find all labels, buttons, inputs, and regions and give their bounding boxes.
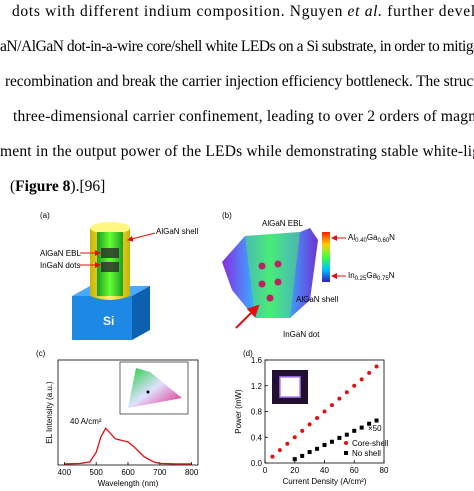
point xyxy=(322,409,327,414)
point xyxy=(270,454,275,459)
paragraph: dots with different indium composition. … xyxy=(0,3,474,195)
point xyxy=(307,422,312,427)
composition-part: 0.25 xyxy=(355,276,367,282)
point xyxy=(374,364,379,369)
x-tick-label: 80 xyxy=(380,466,389,475)
text-line: three-dimensional carrier confinement, l… xyxy=(13,108,474,125)
x-tick-label: 40 xyxy=(320,466,329,475)
line-series xyxy=(64,427,192,465)
x-axis-label: Wavelength (nm) xyxy=(98,479,159,488)
composition-part: 0.40 xyxy=(355,238,367,244)
label: InGaN dots xyxy=(40,261,80,270)
point xyxy=(292,457,297,462)
cie-inset xyxy=(119,361,189,415)
point xyxy=(344,390,349,395)
label: AlGaN EBL xyxy=(40,249,81,258)
text-span: Figure 8 xyxy=(15,178,70,195)
text-span: et al. xyxy=(348,3,382,20)
composition-label: Al0.40Ga0.60N xyxy=(348,233,395,244)
x-axis-label: Current Density (A/cm²) xyxy=(282,477,366,486)
label: AlGaN shell xyxy=(156,227,198,236)
legend-label: Core-shell xyxy=(352,439,389,448)
point xyxy=(367,370,372,375)
annotation: ×50 xyxy=(368,424,382,433)
point xyxy=(367,421,372,426)
y-tick-label: 0.8 xyxy=(251,408,263,417)
y-tick-label: 1.2 xyxy=(251,382,263,391)
label: (c) xyxy=(36,349,46,358)
composition-label: In0.25Ga0.75N xyxy=(348,271,395,282)
x-tick-label: 500 xyxy=(90,468,104,477)
composition-part: Al xyxy=(348,233,355,242)
label: (a) xyxy=(40,211,50,220)
y-axis-label: EL Intensity (a.u.) xyxy=(45,381,54,444)
point xyxy=(359,425,364,430)
point xyxy=(285,441,290,446)
point xyxy=(329,439,334,444)
label: AlGaN EBL xyxy=(262,219,303,228)
point xyxy=(344,432,349,437)
point xyxy=(277,448,282,453)
composition-part: Ga xyxy=(367,233,378,242)
point xyxy=(337,435,342,440)
composition-part: Ga xyxy=(366,271,377,280)
point xyxy=(359,377,364,382)
text-line: ment in the output power of the LEDs whi… xyxy=(0,143,474,160)
y-tick-label: 0.0 xyxy=(251,459,263,468)
legend-marker xyxy=(344,451,348,455)
nanowire-diagram xyxy=(72,222,156,340)
point xyxy=(300,428,305,433)
point xyxy=(374,418,379,423)
text-line: dots with different indium composition. … xyxy=(12,3,474,20)
label: (b) xyxy=(222,211,232,220)
text-span: three-dimensional carrier confinement, l… xyxy=(13,108,474,125)
point xyxy=(307,450,312,455)
legend-label: No shell xyxy=(352,449,381,458)
text-line: aN/AlGaN dot-in-a-wire core/shell white … xyxy=(0,38,474,55)
text-line: recombination and break the carrier inje… xyxy=(5,73,474,90)
point xyxy=(315,446,320,451)
label: (d) xyxy=(243,349,253,358)
y-tick-label: 1.6 xyxy=(251,356,263,365)
x-tick-label: 400 xyxy=(58,468,72,477)
label: InGaN dot xyxy=(283,330,320,339)
y-axis-label: Power (mW) xyxy=(234,389,243,434)
text-span: ).[96] xyxy=(70,178,105,195)
x-tick-label: 700 xyxy=(153,468,167,477)
x-tick-label: 800 xyxy=(185,468,199,477)
x-tick-label: 600 xyxy=(121,468,135,477)
point xyxy=(329,403,334,408)
x-tick-label: 0 xyxy=(263,466,268,475)
y-tick-label: 0.4 xyxy=(251,433,263,442)
x-tick-label: 60 xyxy=(350,466,359,475)
text-span: recombination and break the carrier inje… xyxy=(5,73,474,90)
composition-part: In xyxy=(348,271,355,280)
point xyxy=(337,396,342,401)
led-photo-inset xyxy=(272,370,308,404)
x-tick-label: 20 xyxy=(290,466,299,475)
text-line: (Figure 8).[96] xyxy=(10,178,105,195)
composition-part: N xyxy=(389,271,395,280)
composition-part: 0.75 xyxy=(377,276,389,282)
band-diagram xyxy=(222,228,346,329)
composition-part: N xyxy=(389,233,395,242)
point xyxy=(292,435,297,440)
text-span: ( xyxy=(10,178,15,195)
label: Si xyxy=(103,314,114,328)
text-span: further develop xyxy=(383,3,474,20)
text-span: dots with different indium composition. … xyxy=(12,3,347,20)
point xyxy=(322,442,327,447)
point xyxy=(315,415,320,420)
text-span: ment in the output power of the LEDs whi… xyxy=(0,143,474,160)
point xyxy=(300,453,305,458)
composition-part: 0.60 xyxy=(377,238,389,244)
point xyxy=(352,428,357,433)
label: AlGaN shell xyxy=(296,295,338,304)
point xyxy=(352,383,357,388)
legend-marker xyxy=(344,441,348,445)
annotation: 40 A/cm² xyxy=(70,417,102,426)
text-span: aN/AlGaN dot-in-a-wire core/shell white … xyxy=(0,38,474,55)
